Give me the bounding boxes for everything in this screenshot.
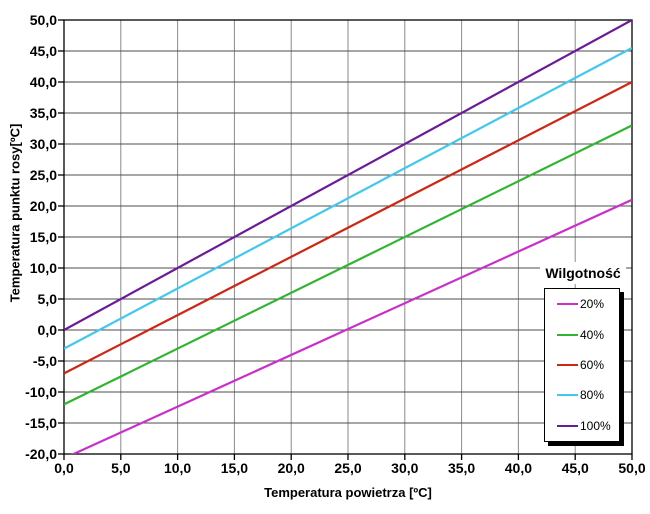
axis-ticks bbox=[58, 19, 633, 460]
x-tick-label: 45,0 bbox=[561, 460, 589, 476]
y-tick-label: 20,0 bbox=[29, 198, 57, 214]
legend-item-40%: 40% bbox=[557, 328, 619, 342]
legend-item-60%: 60% bbox=[557, 358, 619, 372]
x-tick-label: 10,0 bbox=[163, 460, 192, 476]
legend-line-sample bbox=[557, 333, 578, 336]
x-axis-title: Temperatura powietrza [ºC] bbox=[264, 485, 432, 500]
x-tick-label: 15,0 bbox=[220, 460, 249, 476]
x-tick-label: 30,0 bbox=[391, 460, 419, 476]
y-tick-label: -10,0 bbox=[25, 384, 57, 400]
series-line-60% bbox=[64, 81, 632, 375]
x-tick-label: 25,0 bbox=[334, 460, 362, 476]
y-tick-label: -5,0 bbox=[32, 353, 57, 369]
series-line-20% bbox=[70, 198, 632, 454]
x-tick-label: 20,0 bbox=[277, 460, 305, 476]
series-line-80% bbox=[64, 46, 632, 350]
legend-line-sample bbox=[557, 424, 578, 427]
legend: 20% 40% 60% 80% 100% bbox=[544, 288, 620, 442]
series-line-40% bbox=[64, 124, 632, 406]
x-tick-label: 35,0 bbox=[447, 460, 476, 476]
y-tick-label: -15,0 bbox=[25, 415, 57, 431]
y-tick-label: 45,0 bbox=[29, 43, 57, 59]
legend-line-sample bbox=[557, 394, 578, 397]
legend-item-label: 40% bbox=[580, 327, 605, 342]
legend-item-label: 80% bbox=[580, 388, 605, 403]
x-tick-label: 50,0 bbox=[618, 460, 646, 476]
legend-line-sample bbox=[557, 303, 578, 306]
series-line-100% bbox=[64, 20, 632, 331]
y-tick-label: -20,0 bbox=[25, 446, 57, 462]
y-tick-label: 0,0 bbox=[37, 322, 57, 338]
legend-title: Wilgotność bbox=[540, 262, 626, 284]
legend-item-20%: 20% bbox=[557, 297, 619, 311]
y-tick-label: 50,0 bbox=[29, 12, 57, 28]
legend-line-sample bbox=[557, 363, 578, 366]
legend-item-label: 100% bbox=[580, 418, 611, 433]
y-tick-label: 5,0 bbox=[37, 291, 57, 307]
y-tick-label: 15,0 bbox=[29, 229, 57, 245]
y-tick-label: 30,0 bbox=[29, 136, 57, 152]
x-tick-label: 0,0 bbox=[54, 460, 74, 476]
x-tick-label: 40,0 bbox=[504, 460, 533, 476]
legend-item-80%: 80% bbox=[557, 388, 619, 402]
legend-item-label: 20% bbox=[580, 297, 605, 312]
y-tick-label: 25,0 bbox=[29, 167, 57, 183]
x-tick-label: 5,0 bbox=[111, 460, 131, 476]
legend-item-label: 60% bbox=[580, 357, 605, 372]
y-tick-label: 10,0 bbox=[29, 260, 57, 276]
y-tick-label: 35,0 bbox=[29, 105, 57, 121]
y-tick-label: 40,0 bbox=[29, 74, 57, 90]
legend-item-100%: 100% bbox=[557, 419, 619, 433]
